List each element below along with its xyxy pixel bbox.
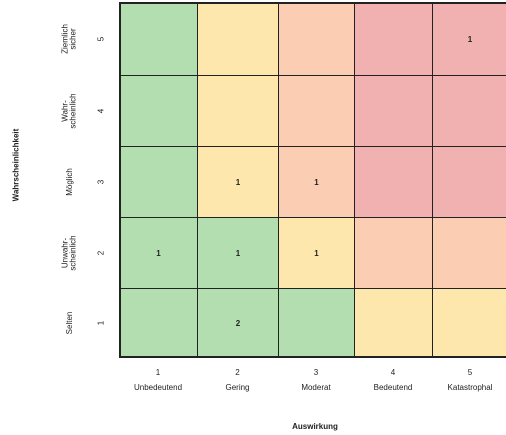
matrix-cell	[197, 2, 279, 76]
column-tick: 2	[235, 368, 240, 377]
matrix-cell: 1	[197, 217, 279, 289]
matrix-cell: 1	[432, 2, 506, 76]
matrix-cell: 2	[197, 288, 279, 358]
matrix-cell: 1	[278, 146, 355, 218]
matrix-cell	[354, 288, 433, 358]
matrix-cell	[278, 288, 355, 358]
matrix-cell	[432, 75, 506, 147]
row-tick: 2	[96, 250, 106, 255]
y-axis-title: Wahrscheinlichkeit	[11, 128, 21, 202]
column-tick: 4	[390, 368, 396, 377]
column-label: Unbedeutend	[133, 383, 183, 392]
matrix-cell	[119, 288, 198, 358]
column-tick: 5	[467, 368, 473, 377]
column-label: Bedeutend	[373, 383, 413, 392]
matrix-cell	[354, 2, 433, 76]
row-tick: 5	[96, 36, 106, 41]
column-label: Moderat	[301, 383, 331, 392]
matrix-cell	[354, 75, 433, 147]
matrix-cell	[432, 288, 506, 358]
row-label: Wahr- scheinlich	[60, 92, 78, 129]
matrix-cell	[119, 146, 198, 218]
matrix-cell	[354, 146, 433, 218]
matrix-cell: 1	[197, 146, 279, 218]
row-tick: 1	[96, 320, 106, 326]
row-label: Selten	[64, 311, 74, 335]
column-tick: 3	[313, 368, 319, 377]
row-label: Unwahr- scheinlich	[60, 234, 78, 271]
x-axis-title: Auswirkung	[292, 422, 338, 431]
column-label: Gering	[225, 383, 250, 392]
matrix-cell: 1	[278, 217, 355, 289]
row-tick: 3	[96, 179, 106, 184]
matrix-cell: 1	[119, 217, 198, 289]
matrix-cell	[432, 217, 506, 289]
matrix-cell	[278, 2, 355, 76]
matrix-cell	[119, 75, 198, 147]
matrix-cell	[354, 217, 433, 289]
row-label: Ziemlich sicher	[60, 23, 78, 54]
matrix-cell	[119, 2, 198, 76]
matrix-cell	[432, 146, 506, 218]
column-tick: 1	[155, 368, 161, 377]
row-tick: 4	[96, 108, 106, 113]
matrix-cell	[278, 75, 355, 147]
matrix-cell	[197, 75, 279, 147]
column-label: Katastrophal	[447, 383, 493, 392]
row-label: Möglich	[64, 167, 74, 196]
